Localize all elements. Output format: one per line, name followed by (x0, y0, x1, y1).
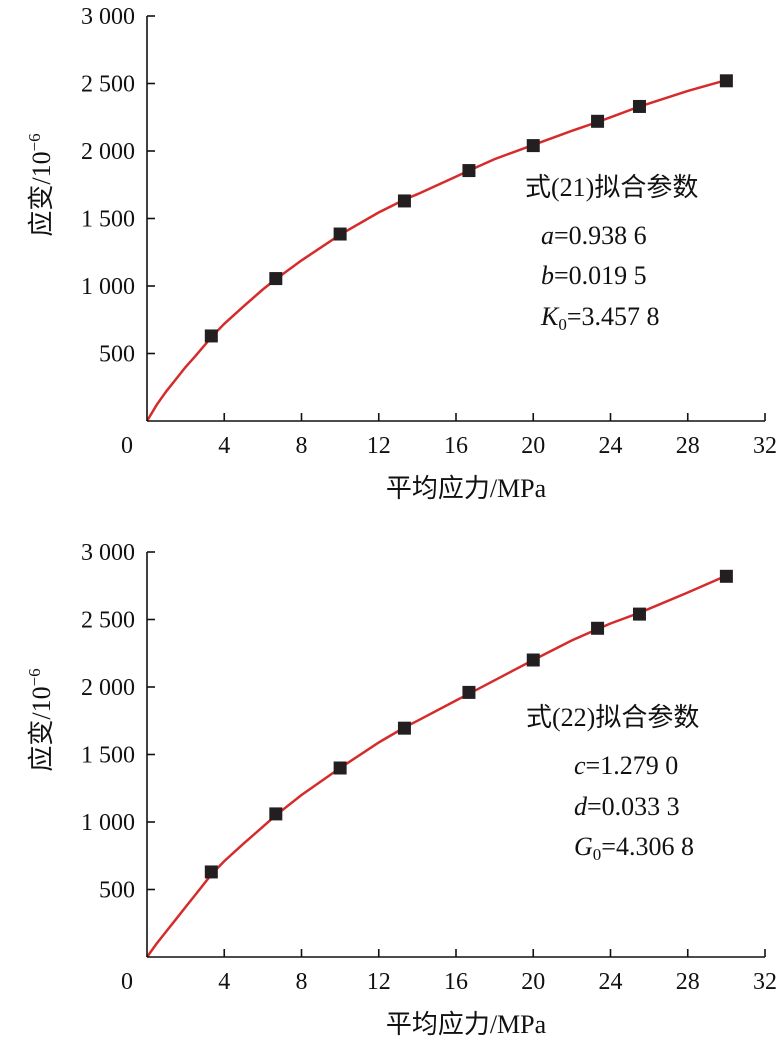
chart-1-y-tick-label: 3 000 (81, 4, 135, 30)
chart-2-y-tick-label: 1 500 (81, 743, 135, 769)
chart-2-x-tick-label: 12 (367, 969, 391, 995)
chart-2-y-tick-label: 3 000 (81, 540, 135, 566)
chart-1-data-point (719, 74, 733, 88)
chart-1-axes (146, 16, 765, 422)
chart-1-data-point (632, 99, 646, 113)
chart-1-data-point (269, 272, 283, 286)
chart-2-x-tick-label: 4 (218, 969, 230, 995)
chart-1-param-k0: K0=3.457 8 (540, 302, 660, 334)
chart-1-x-tick-label: 32 (753, 433, 777, 459)
chart-2-x-ticks: 0 4 8 12 16 20 24 28 32 (121, 949, 777, 995)
chart-1-y-tick-label: 1 000 (81, 274, 135, 300)
chart-1-y-tick-label: 2 500 (81, 72, 135, 98)
chart-1-data-point (204, 329, 218, 343)
chart-2-data-point (269, 807, 283, 821)
chart-1-data-point (397, 194, 411, 208)
chart-2-param-c: c=1.279 0 (574, 751, 678, 780)
chart-2-data-point (591, 621, 605, 635)
chart-1-x-tick-label: 24 (599, 433, 623, 459)
chart-2-y-tick-label: 2 000 (81, 675, 135, 701)
chart-2-param-d: d=0.033 3 (574, 792, 680, 821)
chart-2-x-tick-label: 16 (444, 969, 468, 995)
chart-1-y-tick-label: 2 000 (81, 139, 135, 165)
chart-1-y-ticks: 500 1 000 1 500 2 000 2 500 3 000 (81, 4, 155, 368)
chart-2-x-tick-label: 20 (521, 969, 545, 995)
chart-1-x-tick-label: 12 (367, 433, 391, 459)
chart-2-x-tick-label: 32 (753, 969, 777, 995)
chart-1-x-tick-label: 28 (676, 433, 700, 459)
chart-2-x-axis-title: 平均应力/MPa (386, 1010, 547, 1039)
chart-2-x-tick-label: 0 (121, 969, 133, 995)
chart-1-x-ticks: 0 4 8 12 16 20 24 28 32 (121, 413, 777, 459)
chart-1-x-tick-label: 4 (218, 433, 230, 459)
chart-2-data-point (333, 761, 347, 775)
chart-2-data-point (462, 685, 476, 699)
chart-1-data-point (462, 164, 476, 178)
chart-2-annotation-title: 式(22)拟合参数 (526, 703, 699, 732)
chart-1-data-point (591, 114, 605, 128)
chart-2-data-point (632, 607, 646, 621)
chart-2-data-point (397, 721, 411, 735)
chart-1-fit-curve (145, 78, 727, 422)
chart-2-y-axis-title: 应变/10−6 (25, 668, 56, 771)
chart-1-x-tick-label: 0 (121, 433, 133, 459)
chart-2-data-point (526, 653, 540, 667)
chart-1-param-a: a=0.938 6 (541, 221, 647, 250)
chart-1-y-tick-label: 1 500 (81, 207, 135, 233)
chart-2-x-tick-label: 24 (599, 969, 623, 995)
chart-1-points (204, 74, 733, 343)
chart-1-x-tick-label: 8 (296, 433, 308, 459)
chart-2-x-tick-label: 28 (676, 969, 700, 995)
chart-1-x-tick-label: 16 (444, 433, 468, 459)
chart-1-x-tick-label: 20 (521, 433, 545, 459)
chart-1-data-point (333, 227, 347, 241)
chart-2-data-point (719, 569, 733, 583)
chart-2-data-point (204, 865, 218, 879)
chart-1-fit-parameters: 式(21)拟合参数 a=0.938 6 b=0.019 5 K0=3.457 8 (525, 173, 698, 334)
chart-1-data-point (526, 139, 540, 153)
chart-1: 0 4 8 12 16 20 24 28 32 500 1 000 1 500 2 000 2 500 3… (25, 4, 777, 503)
chart-1-annotation-title: 式(21)拟合参数 (525, 173, 698, 202)
chart-2-y-tick-label: 2 500 (81, 608, 135, 634)
chart-2-points (204, 569, 733, 879)
chart-2-fit-parameters: 式(22)拟合参数 c=1.279 0 d=0.033 3 G0=4.306 8 (526, 703, 699, 864)
chart-1-y-tick-label: 500 (99, 342, 135, 368)
chart-2-y-ticks: 500 1 000 1 500 2 000 2 500 3 000 (81, 540, 155, 904)
chart-2: 0 4 8 12 16 20 24 28 32 500 1 000 1 500 2 000 2 500 3… (25, 540, 777, 1039)
chart-1-y-axis-title: 应变/10−6 (25, 133, 56, 236)
chart-1-x-axis-title: 平均应力/MPa (386, 474, 547, 503)
chart-2-y-tick-label: 500 (99, 878, 135, 904)
chart-2-param-g0: G0=4.306 8 (574, 832, 694, 864)
chart-2-x-tick-label: 8 (296, 969, 308, 995)
chart-1-param-b: b=0.019 5 (541, 261, 647, 290)
chart-2-y-tick-label: 1 000 (81, 810, 135, 836)
